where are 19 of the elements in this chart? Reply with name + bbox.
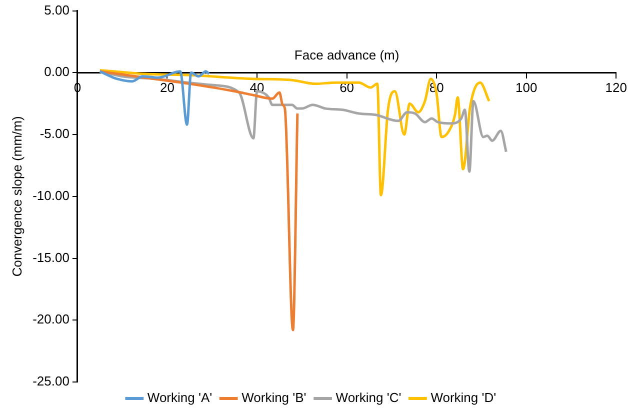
legend-label: Working 'A' [147,390,212,406]
y-tick-label: -15.00 [32,250,70,265]
y-axis-title: Convergence slope (mm/m) [9,116,24,277]
x-tick-label: 100 [516,80,538,96]
y-tick-label: -5.00 [40,126,70,142]
x-tick-label: 120 [605,80,628,96]
legend-label: Working 'D' [430,390,496,406]
line-series [98,68,490,196]
y-tick-label: -20.00 [32,312,70,327]
y-tick-label: 0.00 [44,64,70,80]
line-series [98,70,210,126]
x-axis-title: Face advance (m) [294,48,400,63]
y-tick-label: -10.00 [32,188,70,203]
y-tick-label: -25.00 [32,374,70,389]
legend-label: Working 'B' [242,390,306,406]
x-tick-label: 20 [160,80,174,96]
legend-label: Working 'C' [336,390,402,406]
y-tick-label: 5.00 [44,2,70,18]
line-series [98,70,299,332]
